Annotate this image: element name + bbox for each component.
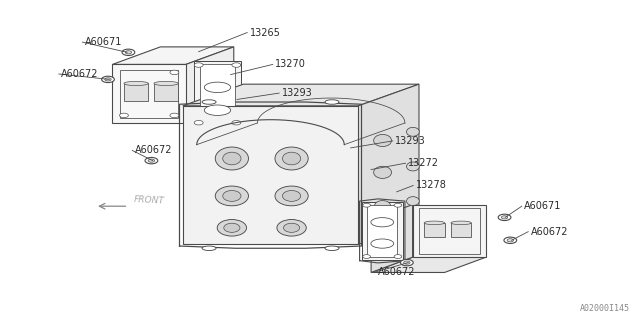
Ellipse shape <box>202 246 216 251</box>
Text: 13272: 13272 <box>408 158 439 168</box>
Ellipse shape <box>282 152 301 165</box>
Text: 13278: 13278 <box>416 180 447 190</box>
Ellipse shape <box>275 186 308 206</box>
Ellipse shape <box>424 221 445 225</box>
Text: A60672: A60672 <box>531 227 568 237</box>
Ellipse shape <box>371 239 394 248</box>
Ellipse shape <box>204 105 230 116</box>
Polygon shape <box>186 47 234 123</box>
Circle shape <box>120 113 129 118</box>
Text: A60671: A60671 <box>524 201 562 211</box>
Ellipse shape <box>374 166 392 179</box>
Ellipse shape <box>223 190 241 201</box>
Text: A60671: A60671 <box>85 37 122 47</box>
Circle shape <box>145 157 158 164</box>
Circle shape <box>363 255 371 259</box>
Circle shape <box>105 78 111 81</box>
Text: A60672: A60672 <box>135 146 172 156</box>
Polygon shape <box>358 84 419 244</box>
Polygon shape <box>193 61 241 126</box>
Ellipse shape <box>275 147 308 170</box>
Ellipse shape <box>325 100 339 104</box>
Ellipse shape <box>215 147 248 170</box>
Polygon shape <box>200 64 235 123</box>
Ellipse shape <box>371 218 394 227</box>
Circle shape <box>507 239 513 242</box>
Circle shape <box>401 260 413 266</box>
Ellipse shape <box>224 223 240 232</box>
Circle shape <box>498 214 511 220</box>
Circle shape <box>504 237 516 244</box>
Ellipse shape <box>223 152 241 165</box>
Ellipse shape <box>406 197 419 205</box>
Circle shape <box>148 159 155 162</box>
Ellipse shape <box>282 190 301 201</box>
Polygon shape <box>154 84 178 101</box>
Circle shape <box>194 121 203 125</box>
Polygon shape <box>113 64 186 123</box>
Text: FRONT: FRONT <box>134 195 164 205</box>
Circle shape <box>394 203 402 207</box>
Polygon shape <box>451 223 471 237</box>
Ellipse shape <box>124 81 148 85</box>
Circle shape <box>501 216 508 219</box>
Ellipse shape <box>406 127 419 136</box>
Ellipse shape <box>277 220 307 236</box>
Polygon shape <box>424 223 445 237</box>
Text: 13270: 13270 <box>275 60 306 69</box>
Text: A60672: A60672 <box>378 267 415 277</box>
Circle shape <box>170 70 179 75</box>
Polygon shape <box>413 204 486 257</box>
Circle shape <box>122 49 135 55</box>
Polygon shape <box>367 205 397 257</box>
Circle shape <box>194 63 203 67</box>
Circle shape <box>394 255 402 259</box>
Ellipse shape <box>202 100 216 104</box>
Ellipse shape <box>451 221 471 225</box>
Circle shape <box>232 121 241 125</box>
Polygon shape <box>124 84 148 101</box>
Polygon shape <box>113 47 234 64</box>
Circle shape <box>170 113 179 118</box>
Ellipse shape <box>406 162 419 171</box>
Text: 13265: 13265 <box>250 28 280 37</box>
Circle shape <box>232 63 241 67</box>
Text: 13293: 13293 <box>396 136 426 146</box>
Polygon shape <box>371 257 486 272</box>
Circle shape <box>102 76 115 83</box>
Text: 13293: 13293 <box>282 88 312 98</box>
Ellipse shape <box>284 223 300 232</box>
Polygon shape <box>362 202 403 260</box>
Polygon shape <box>182 84 419 106</box>
Polygon shape <box>371 204 413 272</box>
Text: A02000I145: A02000I145 <box>580 304 630 313</box>
Ellipse shape <box>374 201 390 211</box>
Ellipse shape <box>325 246 339 251</box>
Circle shape <box>363 203 371 207</box>
Polygon shape <box>182 106 358 244</box>
Text: A60672: A60672 <box>61 69 99 79</box>
Ellipse shape <box>374 134 392 147</box>
Ellipse shape <box>217 220 246 236</box>
Ellipse shape <box>204 82 230 92</box>
Ellipse shape <box>215 186 248 206</box>
Circle shape <box>404 261 410 264</box>
Circle shape <box>125 51 132 54</box>
Ellipse shape <box>154 81 178 85</box>
